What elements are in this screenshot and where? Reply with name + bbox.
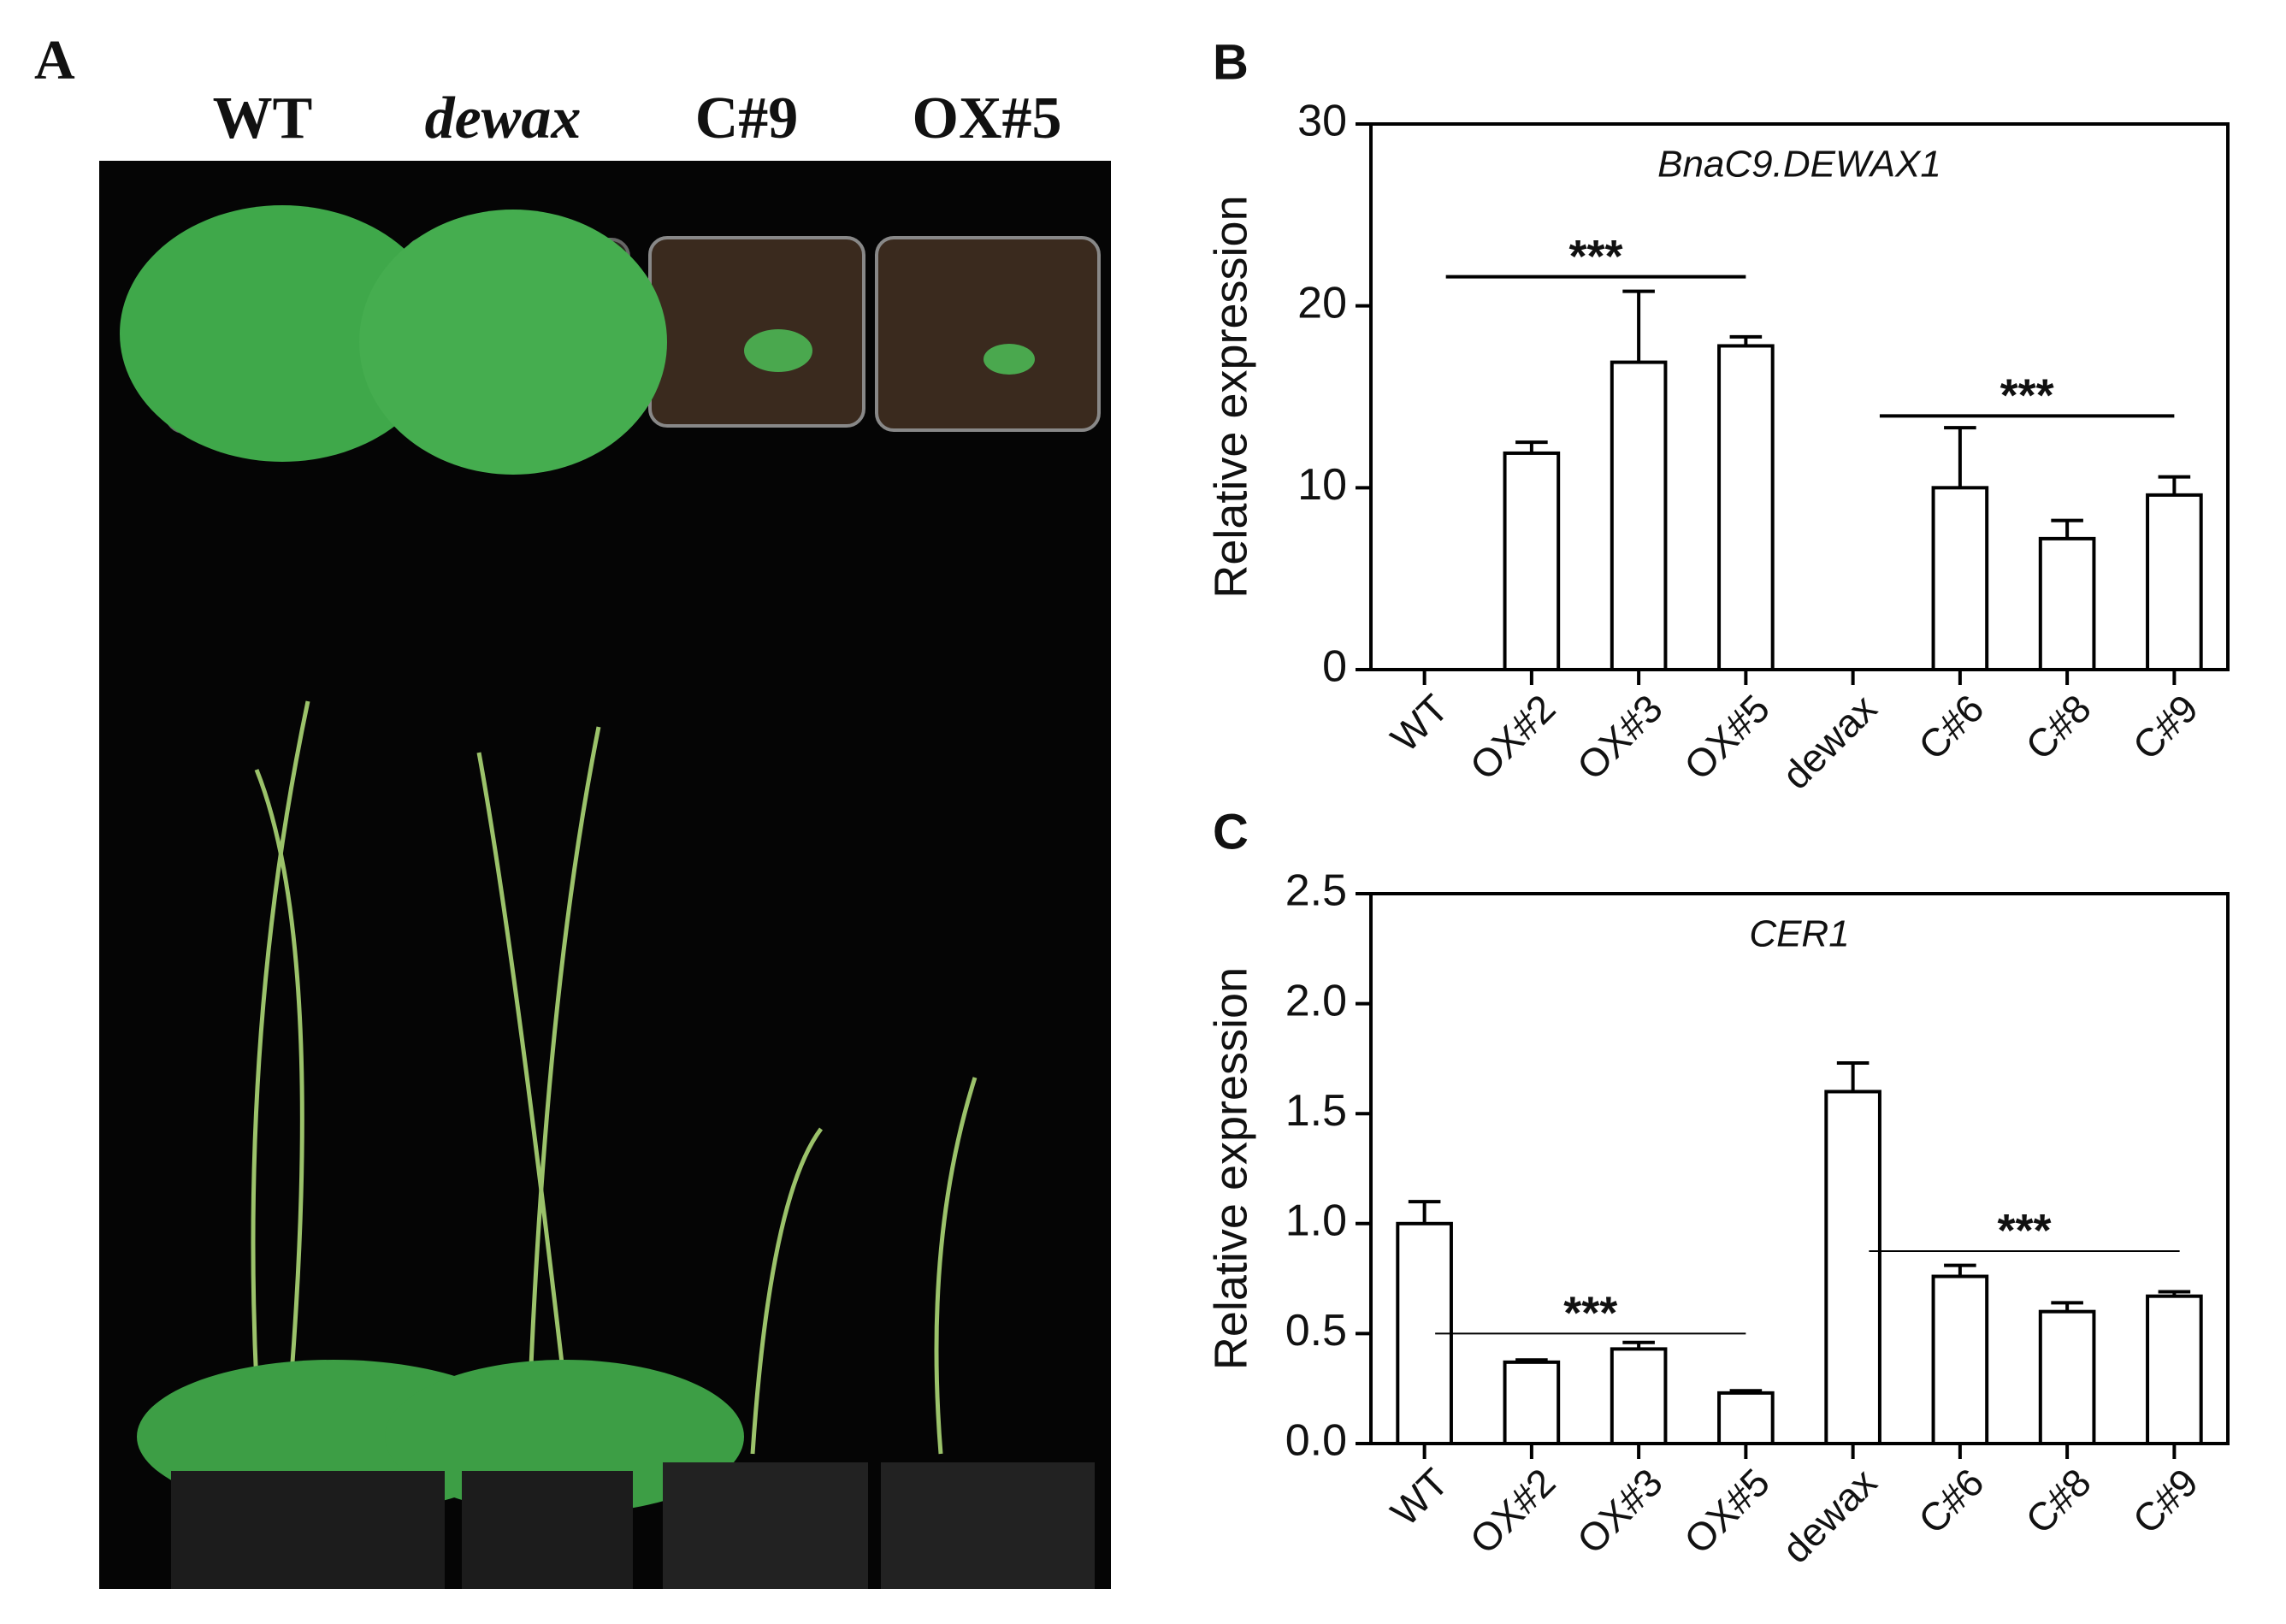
y-axis-label: Relative expression <box>1205 195 1256 598</box>
plot-frame <box>1369 122 2230 671</box>
x-tick-label: dewax <box>1773 686 1885 798</box>
bar <box>1931 486 1989 671</box>
y-tick-label: 2.0 <box>1285 976 1347 1025</box>
significance-label: *** <box>2000 370 2054 422</box>
x-tick-label: C#8 <box>2017 1460 2099 1542</box>
significance-label: *** <box>1998 1205 2052 1256</box>
y-tick-label: 2.5 <box>1285 866 1347 916</box>
y-tick-label: 0.5 <box>1285 1306 1347 1355</box>
bar <box>1717 344 1775 671</box>
y-axis-label: Relative expression <box>1205 967 1256 1370</box>
panel-label: A <box>34 29 75 92</box>
plot-frame <box>1369 892 2230 1445</box>
x-tick-label: OX#3 <box>1568 1460 1671 1562</box>
panel-label: C <box>1213 804 1249 859</box>
bar <box>1824 1090 1881 1445</box>
x-tick-label: dewax <box>1773 1460 1885 1572</box>
x-tick-label: OX#2 <box>1462 686 1564 788</box>
x-tick-label: C#9 <box>2124 686 2206 768</box>
x-tick-label: WT <box>1382 686 1456 760</box>
bar <box>1931 1274 1989 1445</box>
bar <box>1610 360 1668 671</box>
significance-label: *** <box>1563 1288 1617 1339</box>
bar <box>2146 1294 2203 1446</box>
x-tick-label: C#6 <box>1910 686 1992 768</box>
chart-title: CER1 <box>1749 913 1849 955</box>
y-tick-label: 10 <box>1297 460 1347 510</box>
x-tick-label: C#8 <box>2017 686 2099 768</box>
bar <box>1503 1360 1561 1446</box>
plant-photo <box>99 161 1111 1589</box>
column-label: dewax <box>425 86 582 151</box>
y-tick-label: 30 <box>1297 97 1347 146</box>
bar <box>1610 1347 1668 1446</box>
x-tick-label: C#9 <box>2124 1460 2206 1542</box>
x-tick-label: C#6 <box>1910 1460 1992 1542</box>
bar <box>2038 1309 2096 1446</box>
column-label: WT <box>213 86 313 151</box>
x-tick-label: OX#2 <box>1462 1460 1564 1562</box>
x-tick-label: WT <box>1382 1460 1456 1534</box>
panel-label: B <box>1213 34 1249 90</box>
y-tick-label: 20 <box>1297 278 1347 328</box>
column-label: C#9 <box>695 86 799 151</box>
x-tick-label: OX#3 <box>1568 686 1671 788</box>
significance-label: *** <box>1569 231 1623 282</box>
column-label: OX#5 <box>913 86 1062 151</box>
x-tick-label: OX#5 <box>1675 1460 1778 1562</box>
x-tick-label: OX#5 <box>1675 686 1778 788</box>
bar <box>1503 451 1561 672</box>
y-tick-label: 0.0 <box>1285 1416 1347 1466</box>
bar <box>2038 536 2096 671</box>
bar <box>2146 493 2203 672</box>
chart-title: BnaC9.DEWAX1 <box>1657 144 1941 186</box>
bar <box>1717 1391 1775 1445</box>
y-tick-label: 0 <box>1322 642 1347 692</box>
y-tick-label: 1.5 <box>1285 1086 1347 1136</box>
y-tick-label: 1.0 <box>1285 1196 1347 1246</box>
